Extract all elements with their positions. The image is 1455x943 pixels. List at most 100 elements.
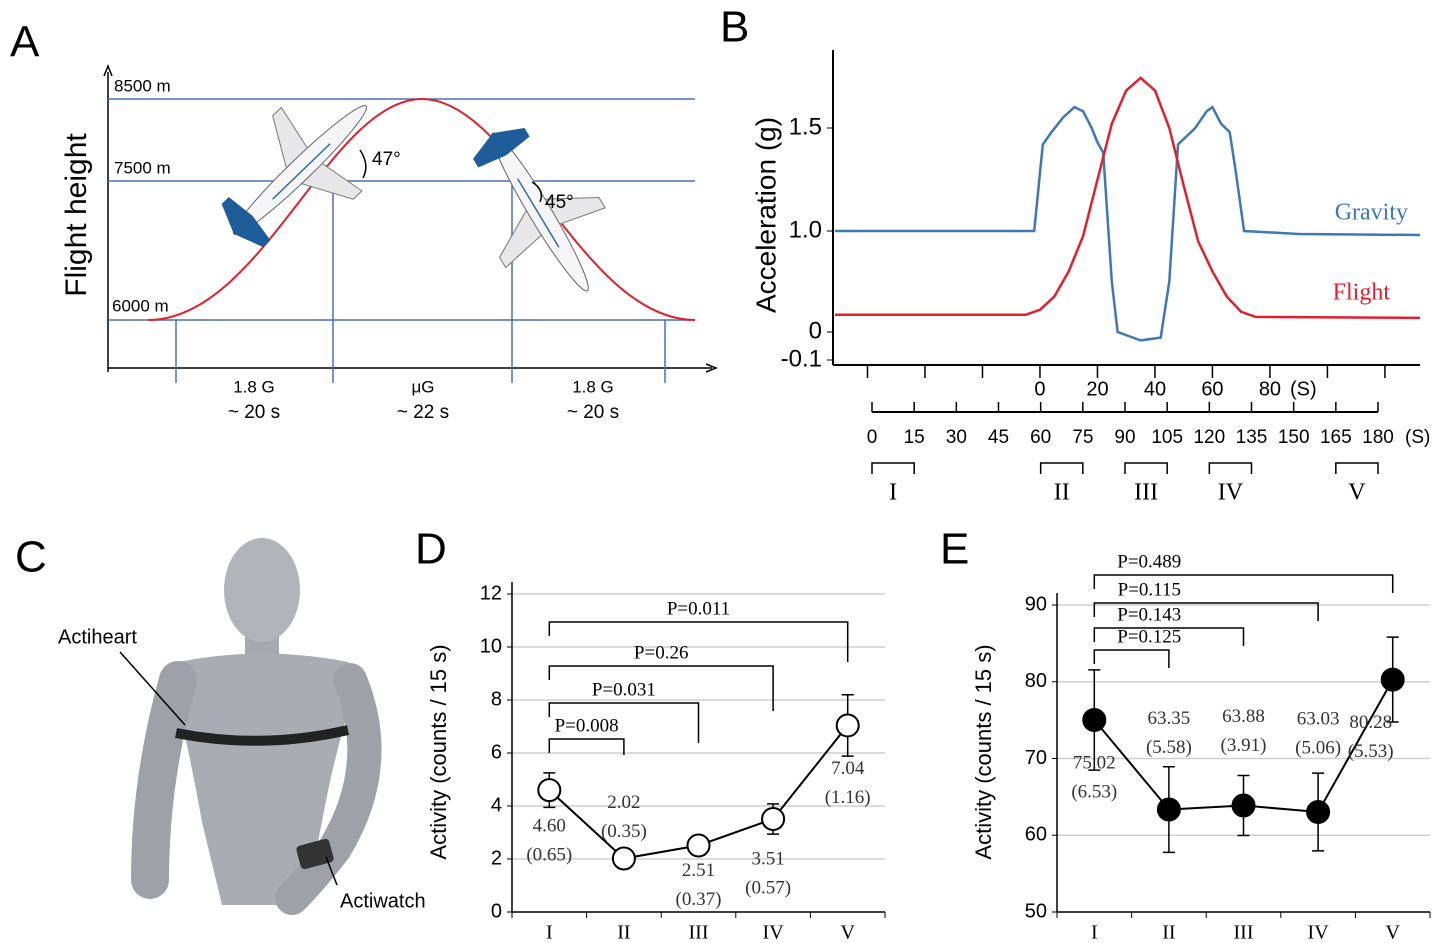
phase-tick-label: 180 (1362, 427, 1394, 448)
y-tick-label: 6 (491, 741, 502, 763)
y-tick-label: 1.5 (789, 113, 822, 140)
series-line (835, 105, 1421, 342)
chest-strap (175, 725, 350, 746)
x-tick-label: III (689, 922, 709, 943)
phase-tick-label: 135 (1236, 427, 1268, 448)
error-label: (0.37) (676, 889, 722, 910)
phase-duration: ~ 20 s (228, 402, 280, 423)
marker (1156, 797, 1181, 822)
panel-letter: C (15, 533, 47, 582)
y-tick-label: 8 (491, 688, 502, 710)
error-label: (6.53) (1071, 781, 1117, 802)
phase-label: II (1054, 480, 1070, 506)
y-tick-label: 60 (1025, 824, 1047, 846)
x-tick-label: I (1091, 922, 1098, 943)
phase-duration: ~ 22 s (397, 402, 449, 423)
mannequin-arm (131, 661, 197, 899)
mannequin-torso (178, 653, 350, 905)
phase-label: I (889, 480, 897, 506)
y-axis-label: Activity (counts / 15 s) (426, 644, 451, 859)
x-tick-label: 60 (1201, 378, 1223, 400)
phase-tick-label: 120 (1193, 427, 1225, 448)
phase-label: V (1348, 480, 1366, 506)
marker (761, 806, 786, 831)
comparison-bracket (1093, 602, 1319, 621)
phase-load: 1.8 G (572, 377, 614, 396)
series-label: Flight (1333, 280, 1391, 306)
value-label: 4.60 (533, 815, 566, 836)
value-label: 75.02 (1073, 752, 1116, 773)
y-tick-label: 2 (491, 847, 502, 869)
panel-letter: D (415, 525, 447, 574)
comparison-bracket (1093, 649, 1170, 668)
comparison-bracket (1093, 627, 1245, 646)
phase-bracket (871, 462, 915, 474)
comparison-label: P=0.489 (1117, 551, 1181, 572)
device-label: Actiheart (58, 626, 137, 648)
error-label: (0.65) (526, 844, 572, 865)
comparison-label: P=0.008 (555, 715, 619, 736)
y-tick-label: 0 (491, 900, 502, 922)
y-tick-label: 10 (480, 635, 502, 657)
mannequin-arm (275, 663, 382, 915)
phase-tick-label: 75 (1072, 427, 1093, 448)
y-axis-label: Flight height (60, 133, 93, 297)
pointer-line (325, 856, 338, 886)
value-label: 7.04 (831, 758, 865, 779)
airplane (221, 105, 368, 248)
phase-tick-label: 150 (1278, 427, 1310, 448)
comparison-label: P=0.26 (634, 642, 689, 663)
x-tick-label: V (1385, 922, 1400, 943)
x-tick-label: II (617, 922, 630, 943)
marker (686, 833, 711, 858)
x-tick-label: 20 (1086, 378, 1108, 400)
x-tick-label: IV (763, 922, 785, 943)
y-tick-label: 50 (1025, 900, 1047, 922)
phase-tick-label: 45 (988, 427, 1009, 448)
phase-tick-label: 30 (946, 427, 967, 448)
y-axis-label: Acceleration (g) (750, 117, 781, 313)
comparison-label: P=0.011 (667, 598, 730, 619)
x-tick-label: 40 (1144, 378, 1166, 400)
angle-arc (359, 149, 367, 179)
y-tick-label: 12 (480, 582, 502, 604)
y-tick-label: 80 (1025, 670, 1047, 692)
angle-label: 47° (372, 149, 401, 170)
wrist-watch (296, 838, 334, 870)
level-label: 8500 m (114, 76, 171, 95)
error-label: (3.91) (1221, 735, 1267, 756)
phase-bracket (1335, 462, 1379, 474)
panel-c: C Actiheart Actiwatch (15, 533, 426, 915)
x-tick-label: 0 (1034, 378, 1045, 400)
value-label: 2.02 (607, 792, 640, 813)
x-tick-label: 80 (1259, 378, 1281, 400)
x-tick-label: V (840, 922, 855, 943)
marker (1306, 799, 1331, 824)
comparison-label: P=0.031 (592, 679, 656, 700)
value-label: 63.88 (1222, 706, 1265, 727)
level-label: 6000 m (112, 296, 169, 315)
marker (1380, 667, 1405, 692)
phase-duration: ~ 20 s (567, 402, 619, 423)
x-tick-label: III (1234, 922, 1254, 943)
y-axis-label: Activity (counts / 15 s) (971, 644, 996, 859)
pointer-line (119, 651, 186, 726)
panel-a: A Flight height 8500 m 7500 m 6000 m (10, 18, 719, 423)
angle-label: 45° (545, 192, 574, 213)
mannequin-head (224, 538, 300, 642)
panel-letter: B (720, 3, 749, 52)
error-label: (0.35) (601, 821, 647, 842)
y-tick-label: 90 (1025, 593, 1047, 615)
phase-load: 1.8 G (233, 377, 275, 396)
comparison-bracket (1093, 574, 1394, 593)
phase-tick-label: 90 (1114, 427, 1135, 448)
x-tick-label: I (546, 922, 553, 943)
device-label: Actiwatch (340, 890, 426, 912)
error-label: (1.16) (825, 787, 871, 808)
y-tick-label: 4 (491, 794, 502, 816)
axis-arrow (705, 363, 719, 373)
panel-letter: E (940, 525, 969, 574)
phase-tick-label: 165 (1320, 427, 1352, 448)
error-label: (5.53) (1348, 741, 1394, 762)
